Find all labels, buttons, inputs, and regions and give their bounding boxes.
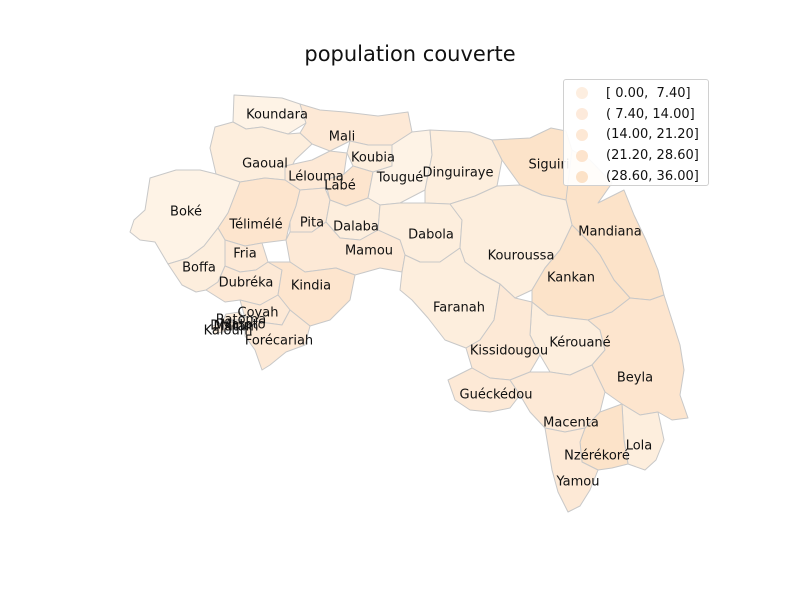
- region-gueckedou: [447, 367, 521, 413]
- region-label-kankan: Kankan: [547, 271, 595, 286]
- region-label-telimele: Télimélé: [228, 218, 282, 233]
- region-label-gueckedou: Guéckédou: [460, 388, 533, 403]
- region-label-fria: Fria: [233, 247, 256, 262]
- region-label-boke: Boké: [170, 205, 202, 220]
- legend-label: (21.20, 28.60]: [606, 148, 699, 164]
- legend-item: ( 7.40, 14.00]: [564, 104, 708, 125]
- legend-swatch: [576, 170, 588, 183]
- region-ratoma: [221, 311, 245, 324]
- region-label-macenta: Macenta: [543, 416, 599, 431]
- region-label-kissidougou: Kissidougou: [470, 344, 548, 359]
- legend-item: (28.60, 36.00]: [564, 166, 708, 187]
- legend-swatch: [576, 128, 588, 141]
- region-kindia: [267, 261, 356, 327]
- region-label-dubreka: Dubréka: [219, 276, 274, 291]
- region-label-lola: Lola: [626, 439, 653, 454]
- region-label-matam: Matam: [214, 320, 259, 335]
- region-label-yamou: Yamou: [556, 475, 600, 490]
- legend-swatch: [576, 149, 588, 162]
- map-title: population couverte: [304, 42, 516, 66]
- region-label-matoto: Matoto: [220, 318, 265, 333]
- region-label-nzerekore: Nzérékoré: [564, 449, 630, 464]
- region-label-dabola: Dabola: [408, 228, 454, 243]
- region-label-tougue: Tougué: [376, 171, 423, 186]
- legend-swatch: [576, 108, 588, 121]
- region-label-gaoual: Gaoual: [242, 157, 288, 172]
- region-label-beyla: Beyla: [617, 371, 653, 386]
- map-legend: [ 0.00, 7.40] ( 7.40, 14.00] (14.00, 21.20…: [563, 79, 709, 186]
- legend-swatch: [576, 87, 588, 100]
- region-label-lelouma: Lélouma: [288, 170, 343, 185]
- region-label-kerouane: Kérouané: [549, 336, 610, 351]
- region-label-coyah: Coyah: [238, 306, 279, 321]
- legend-label: ( 7.40, 14.00]: [606, 106, 695, 122]
- region-label-forecariah: Forécariah: [245, 334, 313, 349]
- region-label-kouroussa: Kouroussa: [488, 249, 555, 264]
- region-yamou: [544, 427, 599, 513]
- legend-label: [ 0.00, 7.40]: [606, 85, 691, 101]
- legend-label: (28.60, 36.00]: [606, 169, 699, 185]
- legend-item: (21.20, 28.60]: [564, 145, 708, 166]
- region-label-dinguiraye: Dinguiraye: [423, 166, 494, 181]
- region-label-mandiana: Mandiana: [578, 225, 641, 240]
- region-label-koundara: Koundara: [246, 108, 308, 123]
- region-label-koubia: Koubia: [351, 151, 395, 166]
- region-label-dixinn: Dixinn: [210, 319, 251, 334]
- region-label-mamou: Mamou: [345, 244, 393, 259]
- region-forecariah: [244, 309, 311, 371]
- region-label-boffa: Boffa: [182, 261, 216, 276]
- region-label-mali: Mali: [329, 130, 355, 145]
- region-label-siguiri: Siguiri: [529, 158, 570, 173]
- region-matoto: [239, 315, 257, 327]
- region-label-ratoma: Ratoma: [216, 313, 266, 328]
- region-label-faranah: Faranah: [433, 301, 485, 316]
- region-label-labe: Labé: [324, 179, 355, 194]
- legend-item: [ 0.00, 7.40]: [564, 83, 708, 104]
- region-label-dalaba: Dalaba: [333, 220, 379, 235]
- legend-label: (14.00, 21.20]: [606, 127, 699, 143]
- region-label-kaloum: Kaloum: [204, 324, 253, 339]
- region-label-pita: Pita: [300, 216, 324, 231]
- region-label-kindia: Kindia: [291, 279, 331, 294]
- legend-item: (14.00, 21.20]: [564, 125, 708, 146]
